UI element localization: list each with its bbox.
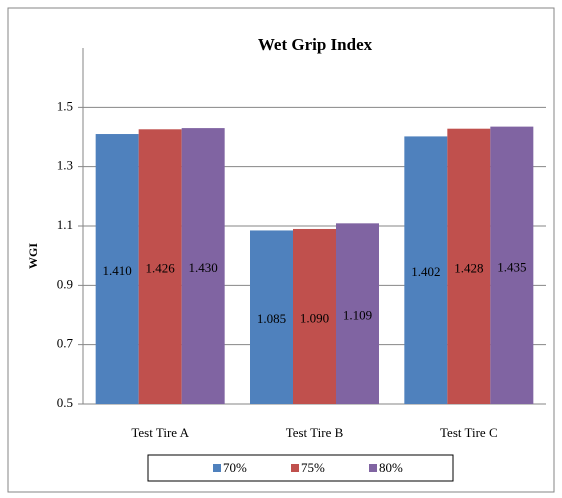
value-label: 1.428 [454,260,483,275]
x-tick-label: Test Tire B [286,425,344,440]
y-tick-label: 0.7 [57,336,74,351]
x-tick-label: Test Tire A [131,425,189,440]
legend-swatch [369,464,377,472]
y-tick-label: 0.9 [57,276,73,291]
y-tick-label: 1.3 [57,158,73,173]
legend-label: 80% [379,460,403,475]
chart-title: Wet Grip Index [258,35,373,54]
value-label: 1.410 [103,263,132,278]
bar [293,228,336,404]
value-label: 1.435 [497,259,526,274]
bar [95,134,139,405]
y-axis-label: WGI [26,243,40,269]
y-tick-label: 0.5 [57,395,73,410]
y-tick-label: 1.5 [57,98,73,113]
value-label: 1.430 [189,260,218,275]
y-tick-label: 1.1 [57,217,73,232]
x-tick-label: Test Tire C [440,425,498,440]
bar [404,136,448,404]
value-label: 1.109 [343,308,372,323]
value-label: 1.090 [300,310,329,325]
value-label: 1.402 [411,264,440,279]
bar [447,128,491,404]
legend-label: 75% [301,460,325,475]
bar [250,230,293,404]
bar [490,126,534,404]
value-label: 1.085 [257,311,286,326]
bar [138,129,182,404]
value-label: 1.426 [146,261,176,276]
legend-swatch [213,464,221,472]
legend-swatch [291,464,299,472]
legend-box [147,454,454,482]
bar [181,128,225,404]
legend-label: 70% [223,460,247,475]
bar [336,223,379,404]
